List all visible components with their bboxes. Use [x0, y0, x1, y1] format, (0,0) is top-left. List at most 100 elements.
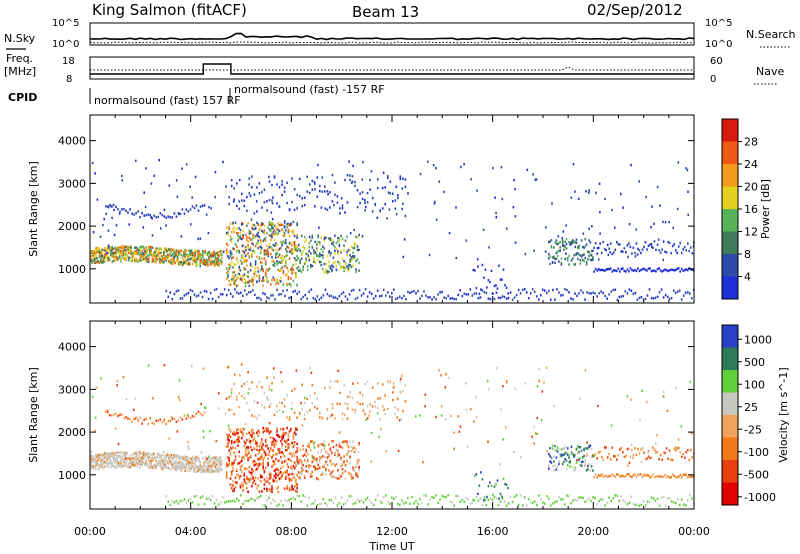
- echo-cell: [267, 268, 269, 271]
- echo-cell: [241, 277, 243, 280]
- echo-cell: [141, 255, 144, 259]
- echo-cell: [301, 424, 304, 427]
- echo-cell: [121, 245, 124, 248]
- echo-cell: [96, 246, 98, 250]
- echo-cell: [383, 408, 385, 412]
- echo-cell: [626, 395, 629, 398]
- echo-cell: [301, 383, 303, 386]
- echo-cell: [239, 374, 241, 377]
- echo-cell: [670, 458, 672, 461]
- echo-cell: [319, 460, 321, 463]
- echo-cell: [165, 422, 168, 426]
- echo-cell: [156, 254, 159, 257]
- echo-cell: [160, 251, 163, 254]
- echo-cell: [93, 466, 96, 469]
- echo-cell: [563, 248, 565, 251]
- echo-cell: [323, 464, 326, 467]
- echo-cell: [356, 296, 359, 299]
- echo-cell: [197, 294, 200, 297]
- echo-cell: [296, 236, 298, 239]
- echo-cell: [634, 251, 636, 255]
- echo-cell: [630, 443, 633, 447]
- y-tick-label: 3000: [58, 177, 86, 190]
- echo-cell: [163, 364, 166, 367]
- echo-cell: [258, 490, 261, 493]
- echo-cell: [295, 484, 297, 487]
- echo-cell: [210, 260, 213, 264]
- echo-cell: [183, 254, 185, 257]
- echo-cell: [124, 460, 126, 464]
- echo-cell: [227, 231, 229, 234]
- echo-cell: [268, 473, 271, 476]
- echo-cell: [376, 494, 379, 497]
- echo-cell: [213, 461, 215, 464]
- echo-cell: [334, 496, 337, 499]
- echo-cell: [349, 456, 351, 459]
- echo-cell: [293, 454, 296, 458]
- noise-right-tick-high: 10^5: [705, 18, 732, 29]
- echo-cell: [465, 408, 468, 412]
- echo-cell: [106, 458, 109, 461]
- cpid-label: CPID: [8, 91, 37, 104]
- echo-cell: [205, 258, 208, 261]
- echo-cell: [179, 398, 181, 402]
- echo-cell: [271, 256, 273, 259]
- echo-cell: [269, 223, 272, 227]
- echo-cell: [142, 257, 145, 261]
- echo-cell: [263, 232, 266, 235]
- echo-cell: [322, 294, 325, 297]
- echo-cell: [167, 419, 170, 423]
- echo-cell: [359, 201, 361, 205]
- echo-cell: [393, 497, 395, 500]
- echo-cell: [261, 190, 263, 194]
- echo-cell: [614, 475, 617, 479]
- echo-cell: [258, 444, 261, 448]
- echo-cell: [242, 427, 244, 430]
- echo-cell: [296, 458, 298, 461]
- echo-cell: [247, 281, 249, 284]
- echo-cell: [135, 451, 137, 455]
- echo-cell: [387, 500, 389, 503]
- echo-cell: [295, 369, 298, 372]
- colorbar-tick-label: 16: [744, 203, 758, 216]
- echo-cell: [311, 236, 314, 239]
- echo-cell: [350, 265, 353, 269]
- echo-cell: [177, 419, 180, 422]
- echo-cell: [282, 224, 285, 227]
- echo-cell: [565, 237, 568, 241]
- echo-cell: [268, 234, 271, 237]
- echo-cell: [267, 250, 269, 254]
- echo-cell: [677, 161, 680, 164]
- echo-cell: [246, 209, 248, 212]
- echo-cell: [254, 454, 257, 457]
- echo-cell: [339, 391, 341, 395]
- echo-cell: [169, 503, 172, 507]
- echo-cell: [402, 202, 404, 205]
- echo-cell: [287, 277, 290, 281]
- echo-cell: [535, 178, 538, 181]
- echo-cell: [105, 252, 107, 255]
- echo-cell: [549, 262, 551, 266]
- echo-cell: [234, 455, 237, 458]
- echo-cell: [421, 294, 423, 297]
- echo-cell: [562, 230, 565, 233]
- echo-cell: [261, 229, 263, 232]
- echo-cell: [292, 435, 295, 438]
- echo-cell: [287, 270, 290, 273]
- echo-cell: [284, 220, 286, 223]
- echo-cell: [151, 465, 154, 469]
- echo-cell: [236, 438, 238, 442]
- echo-cell: [259, 476, 262, 479]
- echo-cell: [234, 283, 237, 286]
- echo-cell: [303, 417, 306, 421]
- echo-cell: [115, 457, 117, 460]
- echo-cell: [143, 191, 145, 194]
- y-tick-label: 4000: [58, 135, 86, 148]
- echo-cell: [195, 470, 198, 473]
- echo-cell: [237, 444, 239, 447]
- echo-cell: [145, 453, 147, 456]
- echo-cell: [159, 458, 161, 461]
- echo-cell: [262, 465, 264, 468]
- echo-cell: [628, 501, 631, 504]
- echo-cell: [271, 260, 273, 263]
